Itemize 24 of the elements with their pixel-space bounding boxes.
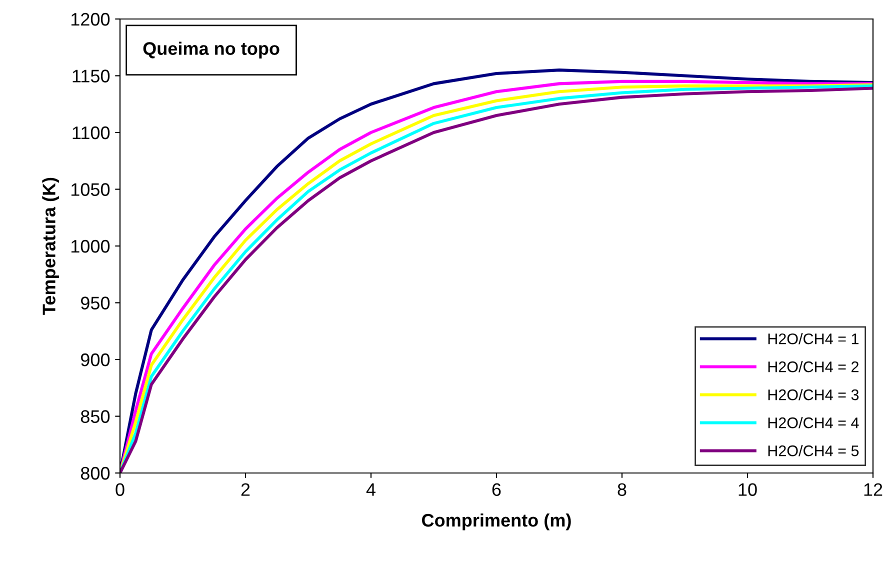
legend-label: H2O/CH4 = 3: [768, 389, 859, 400]
x-tick-label: 4: [366, 483, 376, 496]
y-tick-label: 1050: [71, 183, 110, 196]
y-tick-label: 1000: [71, 240, 110, 253]
x-tick-label: 6: [492, 483, 501, 496]
legend-label: H2O/CH4 = 2: [768, 361, 858, 372]
x-axis-title: Comprimento (m): [422, 513, 571, 530]
y-tick-label: 950: [81, 296, 110, 310]
y-tick-label: 1100: [72, 126, 110, 140]
x-tick-label: 2: [241, 483, 250, 496]
y-tick-label: 900: [81, 353, 110, 366]
x-tick-label: 12: [864, 483, 882, 496]
x-tick-label: 0: [116, 483, 124, 496]
legend-label: H2O/CH4 = 5: [768, 445, 859, 456]
text: Queima no topo: [143, 42, 280, 59]
y-tick-label: 800: [80, 466, 110, 480]
legend-label: H2O/CH4 = 4: [768, 417, 859, 428]
y-tick-label: 1200: [71, 12, 110, 26]
y-tick-label: 1150: [72, 70, 110, 82]
x-tick-label: 10: [738, 483, 757, 496]
x-tick-label: 8: [618, 483, 626, 496]
y-axis-title: Temperatura (K): [42, 178, 60, 315]
legend-label: H2O/CH4 = 1: [768, 333, 859, 344]
y-tick-label: 850: [80, 410, 110, 423]
